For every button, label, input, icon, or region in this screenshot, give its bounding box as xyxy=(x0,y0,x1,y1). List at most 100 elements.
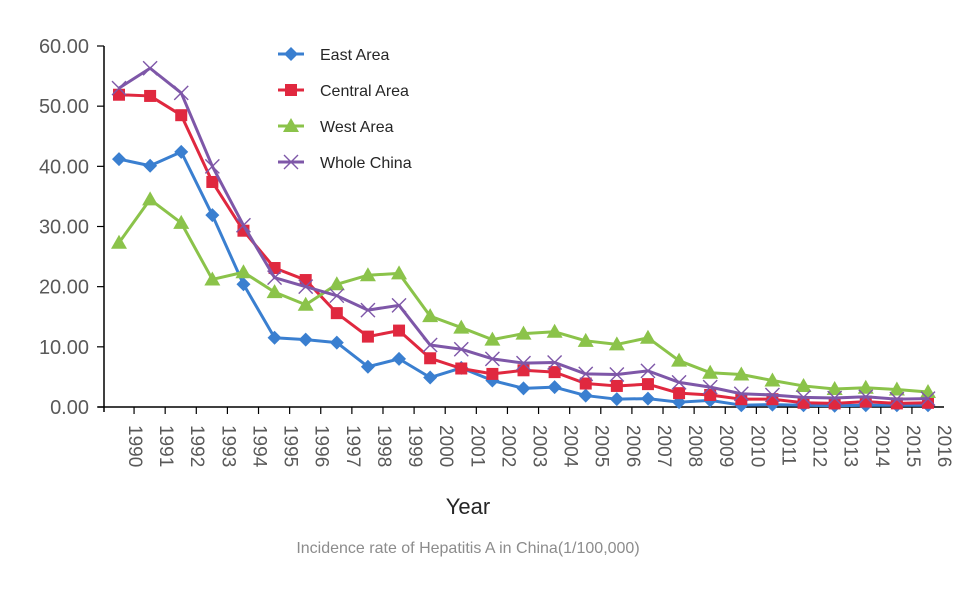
data-point xyxy=(298,332,313,347)
data-point xyxy=(359,267,376,282)
data-point xyxy=(640,363,656,379)
x-axis-ticks: 1990 1991 1992 1993 1994 1995 1996 1997 1998 1999… xyxy=(124,407,954,468)
data-point xyxy=(206,175,219,188)
data-point xyxy=(858,389,874,405)
data-point xyxy=(329,288,345,304)
data-point xyxy=(702,379,718,395)
x-tick-label: 1994 xyxy=(248,425,269,468)
data-point xyxy=(795,377,812,392)
data-point xyxy=(888,381,905,396)
y-tick-label: 50.00 xyxy=(39,96,89,118)
data-point xyxy=(142,60,158,76)
data-point xyxy=(704,388,717,401)
data-point xyxy=(547,354,563,370)
data-point xyxy=(111,80,127,96)
x-tick-label: 1998 xyxy=(373,425,394,467)
data-point xyxy=(640,391,655,406)
legend-item: Central Area xyxy=(278,83,409,100)
legend-item: East Area xyxy=(278,47,389,64)
data-point xyxy=(144,89,157,102)
data-point xyxy=(330,307,343,320)
data-point xyxy=(422,308,439,323)
x-tick-label: 2002 xyxy=(497,425,518,467)
data-point xyxy=(702,364,719,379)
data-point xyxy=(547,380,562,395)
legend-item: Whole China xyxy=(278,154,412,172)
data-point xyxy=(608,336,625,351)
data-point xyxy=(796,389,812,405)
x-tick-label: 2003 xyxy=(529,425,550,467)
data-point xyxy=(297,296,314,311)
y-axis-ticks: 0.00 10.00 20.00 30.00 40.00 50.00 60.00 xyxy=(39,36,104,419)
series-west-area xyxy=(111,191,936,398)
x-tick-label: 1997 xyxy=(342,425,363,467)
series-group xyxy=(111,60,936,413)
x-axis-label: Year xyxy=(446,494,490,519)
legend-label: West Area xyxy=(320,119,394,136)
x-tick-label: 2013 xyxy=(840,425,861,467)
data-point xyxy=(204,271,221,286)
data-point xyxy=(235,217,251,233)
data-point xyxy=(889,391,905,407)
data-point xyxy=(111,234,127,249)
x-tick-label: 2001 xyxy=(466,425,487,467)
data-point xyxy=(484,351,500,367)
chart-subtitle: Incidence rate of Hepatitis A in China(1… xyxy=(296,540,639,557)
legend-label: East Area xyxy=(320,47,389,64)
data-point xyxy=(329,335,344,350)
legend-marker xyxy=(285,84,297,96)
data-point xyxy=(360,302,376,318)
data-point xyxy=(393,324,406,337)
data-point xyxy=(609,392,624,407)
data-point xyxy=(671,352,688,367)
legend-item: West Area xyxy=(278,118,394,136)
data-point xyxy=(204,158,220,174)
data-point xyxy=(205,208,220,223)
legend-marker xyxy=(284,47,298,61)
data-point xyxy=(515,325,532,340)
data-point xyxy=(298,279,314,295)
x-tick-label: 1995 xyxy=(280,425,301,467)
data-point xyxy=(827,390,843,406)
data-point xyxy=(455,362,468,375)
y-tick-label: 10.00 xyxy=(39,337,89,359)
data-point xyxy=(112,152,126,167)
data-point xyxy=(174,144,189,159)
data-point xyxy=(266,284,283,299)
x-tick-label: 1991 xyxy=(155,425,176,467)
data-point xyxy=(423,370,438,385)
x-tick-label: 1999 xyxy=(404,425,425,467)
data-point xyxy=(516,381,531,396)
data-point xyxy=(764,372,781,387)
data-point xyxy=(764,387,780,403)
x-tick-label: 1993 xyxy=(217,425,238,467)
data-point xyxy=(328,276,345,291)
data-point xyxy=(236,277,251,292)
data-point xyxy=(578,366,594,382)
data-point xyxy=(609,367,625,383)
data-point xyxy=(546,323,563,338)
data-point xyxy=(113,88,125,101)
data-point xyxy=(360,359,375,374)
y-tick-label: 30.00 xyxy=(39,217,89,239)
data-point xyxy=(424,352,437,365)
data-point xyxy=(673,387,686,400)
data-point xyxy=(671,374,687,390)
x-tick-label: 2000 xyxy=(435,425,456,467)
data-point xyxy=(267,270,283,286)
data-point xyxy=(516,355,531,371)
data-point xyxy=(142,191,159,206)
data-point xyxy=(422,337,438,353)
series-central-area xyxy=(113,88,934,410)
y-tick-label: 40.00 xyxy=(39,156,89,178)
y-tick-label: 20.00 xyxy=(39,277,89,299)
data-point xyxy=(175,109,188,122)
x-tick-label: 1990 xyxy=(124,425,145,467)
data-point xyxy=(517,364,530,377)
data-point xyxy=(391,297,407,313)
data-point xyxy=(453,319,470,334)
x-tick-label: 2010 xyxy=(746,425,767,467)
legend-marker xyxy=(283,118,299,132)
x-tick-label: 2011 xyxy=(777,425,798,466)
